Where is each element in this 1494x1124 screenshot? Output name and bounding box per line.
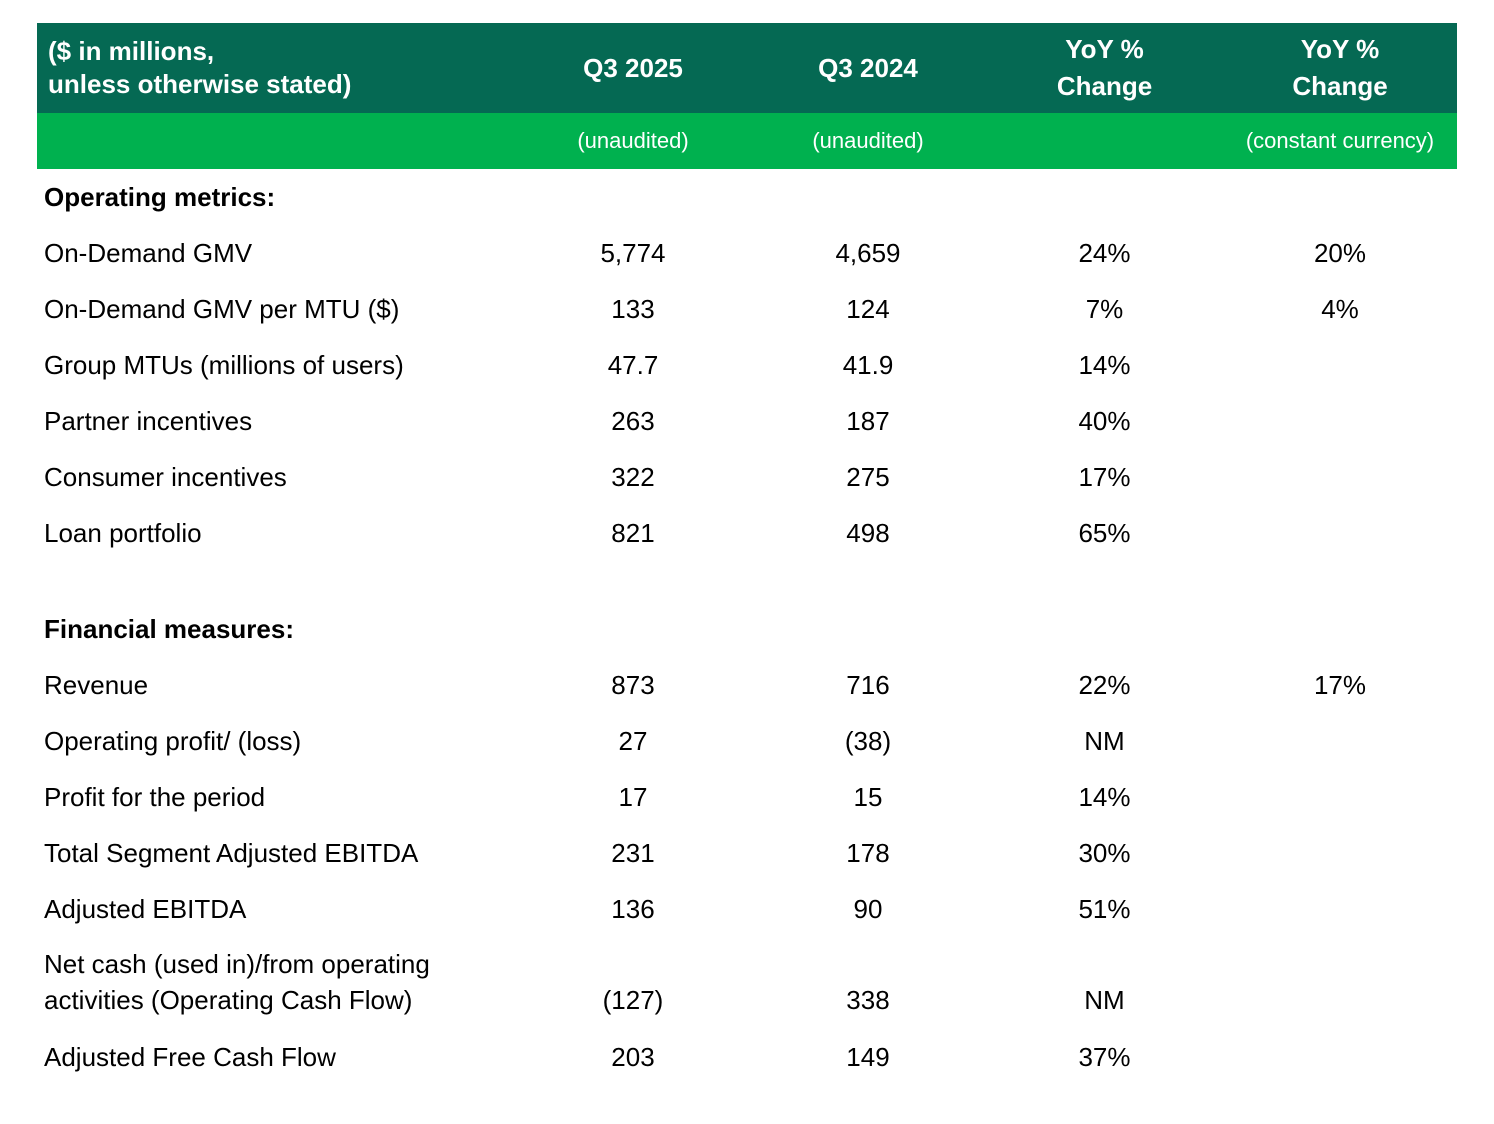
row-label: Net cash (used in)/from operating activi… (44, 949, 430, 1015)
value-q3-2025: 136 (611, 894, 655, 924)
value-q3-2025: 263 (611, 406, 655, 436)
value-q3-2024: 4,659 (835, 238, 901, 268)
table-row: Adjusted Free Cash Flow 203 149 37% (37, 1029, 1457, 1085)
section-header-row: Financial measures: (44, 614, 294, 644)
value-q3-2024: 178 (846, 838, 890, 868)
value-yoy-change-constant-currency: 20% (1313, 238, 1367, 268)
value-yoy-change-constant-currency: 17% (1313, 670, 1367, 700)
value-q3-2024: 716 (846, 670, 890, 700)
row-label: Profit for the period (44, 782, 266, 812)
value-yoy-change: 17% (1078, 462, 1131, 492)
value-yoy-change: 14% (1078, 782, 1131, 812)
row-label: Consumer incentives (44, 462, 287, 492)
column-header-q3-2025: Q3 2025 (583, 52, 683, 83)
value-q3-2025: 231 (611, 838, 655, 868)
table-row: Revenue 873 716 22% 17% (37, 657, 1457, 713)
table-row: On-Demand GMV per MTU ($) 133 124 7% 4% (37, 281, 1457, 337)
table-row: Total Segment Adjusted EBITDA 231 178 30% (37, 825, 1457, 881)
value-q3-2024: 90 (853, 894, 883, 924)
row-label: On-Demand GMV (44, 238, 253, 268)
table-row: Adjusted EBITDA 136 90 51% (37, 881, 1457, 937)
value-q3-2024: 275 (846, 462, 890, 492)
value-q3-2025: (127) (602, 985, 664, 1015)
value-yoy-change: NM (1084, 985, 1125, 1015)
value-yoy-change: 51% (1078, 894, 1131, 924)
table-row: Group MTUs (millions of users) 47.7 41.9 14… (37, 337, 1457, 393)
value-q3-2024: 124 (846, 294, 890, 324)
value-yoy-change: 40% (1078, 406, 1131, 436)
table-body: Operating metrics: On-Demand GMV 5,774 4,65… (37, 169, 1457, 1085)
row-label: Group MTUs (millions of users) (44, 350, 404, 380)
value-q3-2025: 821 (611, 518, 655, 548)
value-q3-2024: 338 (846, 985, 890, 1015)
value-q3-2025: 47.7 (607, 350, 659, 380)
value-yoy-change: 22% (1078, 670, 1131, 700)
row-label: Adjusted Free Cash Flow (44, 1042, 336, 1072)
value-yoy-change: 37% (1078, 1042, 1131, 1072)
value-yoy-change: 30% (1078, 838, 1131, 868)
column-header-yoy-change: YoY % Change (1056, 34, 1153, 101)
value-yoy-change: 24% (1078, 238, 1131, 268)
value-q3-2024: 149 (846, 1042, 890, 1072)
table-header-row: ($ in millions, unless otherwise stated)… (37, 23, 1457, 113)
row-label: Revenue (44, 670, 149, 700)
row-label: Loan portfolio (44, 518, 202, 548)
table-row: Net cash (used in)/from operating activi… (37, 937, 1457, 1029)
table-row: On-Demand GMV 5,774 4,659 24% 20% (37, 225, 1457, 281)
value-yoy-change: 14% (1078, 350, 1131, 380)
row-label: Total Segment Adjusted EBITDA (44, 838, 419, 868)
row-label: Operating profit/ (loss) (44, 726, 302, 756)
table-title: ($ in millions, unless otherwise stated) (48, 36, 352, 99)
table-row: Partner incentives 263 187 40% (37, 393, 1457, 449)
value-q3-2025: 133 (611, 294, 655, 324)
subheader-constant-currency: (constant currency) (1245, 128, 1435, 153)
column-header-q3-2024: Q3 2024 (818, 52, 918, 83)
table-row: Loan portfolio 821 498 65% (37, 505, 1457, 561)
value-q3-2024: (38) (844, 726, 892, 756)
table-row: Consumer incentives 322 275 17% (37, 449, 1457, 505)
value-yoy-change-constant-currency: 4% (1321, 294, 1359, 324)
value-yoy-change: 7% (1085, 294, 1124, 324)
value-q3-2024: 15 (853, 782, 883, 812)
table-row: Profit for the period 17 15 14% (37, 769, 1457, 825)
value-q3-2025: 203 (611, 1042, 655, 1072)
value-yoy-change: 65% (1078, 518, 1131, 548)
value-q3-2025: 5,774 (600, 238, 666, 268)
value-q3-2025: 873 (611, 670, 655, 700)
section-header-row: Operating metrics: (44, 182, 276, 212)
row-label: On-Demand GMV per MTU ($) (44, 294, 400, 324)
value-q3-2024: 498 (846, 518, 890, 548)
table-subheader-row: (unaudited) (unaudited) (constant curren… (37, 113, 1457, 169)
row-label: Adjusted EBITDA (44, 894, 247, 924)
value-q3-2025: 27 (618, 726, 648, 756)
value-q3-2025: 322 (611, 462, 655, 492)
table-row: Operating profit/ (loss) 27 (38) NM (37, 713, 1457, 769)
row-label: Partner incentives (44, 406, 253, 436)
value-q3-2024: 41.9 (842, 350, 894, 380)
subheader-q3-2024-unaudited: (unaudited) (812, 128, 924, 153)
value-yoy-change: NM (1084, 726, 1125, 756)
value-q3-2025: 17 (618, 782, 648, 812)
value-q3-2024: 187 (846, 406, 890, 436)
column-header-yoy-change-constant-currency: YoY % Change (1292, 34, 1388, 101)
spacer-row (37, 561, 1457, 601)
subheader-q3-2025-unaudited: (unaudited) (577, 128, 689, 153)
quarterly-results-table: ($ in millions, unless otherwise stated)… (37, 23, 1457, 1085)
